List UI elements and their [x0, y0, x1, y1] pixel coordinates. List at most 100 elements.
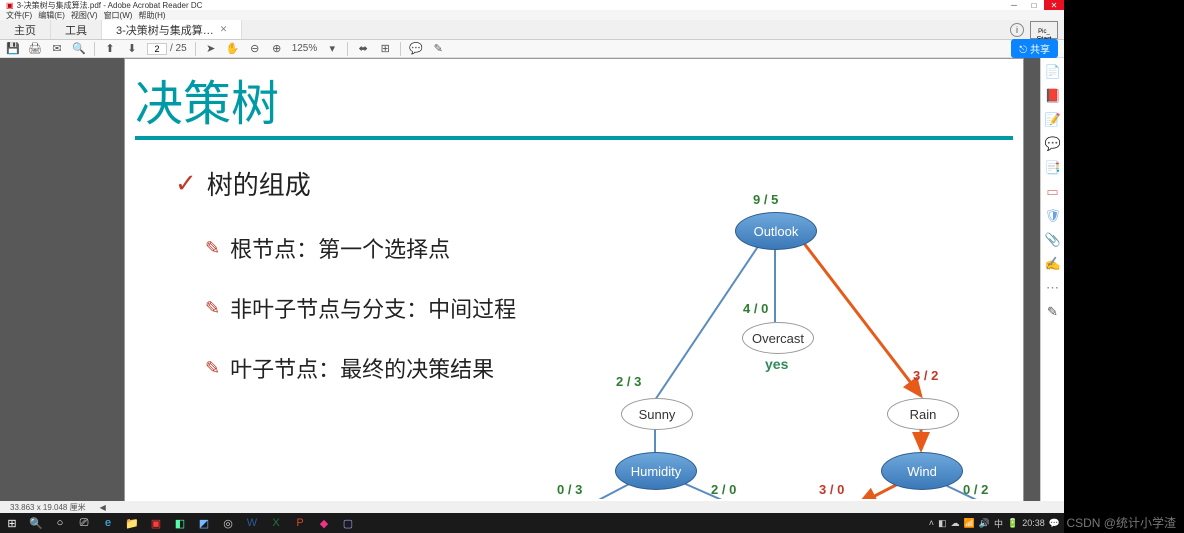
print-icon[interactable]: 🖨 [28, 42, 42, 56]
explorer-icon[interactable]: 📁 [120, 513, 144, 533]
organize-icon[interactable]: 📑 [1045, 160, 1061, 176]
status-bar: 33.863 x 19.048 厘米 ◀ [0, 501, 1064, 513]
menu-view[interactable]: 视图(V) [71, 10, 98, 21]
maximize-button[interactable]: □ [1024, 0, 1044, 10]
fit-width-icon[interactable]: ⬌ [356, 42, 370, 56]
watermark: CSDN @统计小学渣 [1066, 514, 1176, 531]
pencil-icon: ✎ [205, 238, 220, 259]
info-icon[interactable]: i [1010, 23, 1024, 37]
taskview-icon[interactable]: ⎚ [72, 513, 96, 533]
menu-edit[interactable]: 编辑(E) [38, 10, 65, 21]
app4-icon[interactable]: ▢ [336, 513, 360, 533]
pdf-icon[interactable]: 📕 [1045, 88, 1061, 104]
tab-home-label: 主页 [14, 22, 36, 38]
section-heading: 树的组成 [207, 165, 311, 202]
ratio-weak: 3 / 0 [819, 482, 844, 497]
toolbar: 💾 🖨 ✉ 🔍 ⬆ ⬇ / 25 ➤ ✋ ⊖ ⊕ 125% ▾ ⬌ ⊞ 💬 ✎ … [0, 40, 1064, 58]
tray-clock[interactable]: 20:38 [1022, 518, 1045, 528]
redact-icon[interactable]: ▭ [1045, 184, 1061, 200]
page-input[interactable] [147, 43, 167, 55]
customize-icon[interactable]: ✎ [1045, 304, 1061, 320]
app3-icon[interactable]: ◆ [312, 513, 336, 533]
menu-window[interactable]: 窗口(W) [104, 10, 133, 21]
tab-document[interactable]: 3-决策树与集成算… ✕ [102, 20, 242, 39]
ratio-overcast: 4 / 0 [743, 301, 768, 316]
ratio-sunny: 2 / 3 [616, 374, 641, 389]
fit-page-icon[interactable]: ⊞ [378, 42, 392, 56]
note-icon[interactable]: 💬 [1045, 136, 1061, 152]
protect-icon[interactable]: 🛡 [1045, 208, 1061, 224]
ratio-high: 0 / 3 [557, 482, 582, 497]
close-tab-icon[interactable]: ✕ [220, 24, 228, 35]
menu-help[interactable]: 帮助(H) [138, 10, 165, 21]
start-menu-icon[interactable]: ⊞ [0, 513, 24, 533]
share-label: 共享 [1030, 45, 1050, 56]
search-icon[interactable]: 🔍 [72, 42, 86, 56]
tray-up-icon[interactable]: ˄ [929, 518, 934, 528]
bullet-1: 根节点：第一个选择点 [230, 232, 450, 264]
tray-battery-icon[interactable]: 🔋 [1007, 518, 1018, 529]
word-icon[interactable]: W [240, 513, 264, 533]
yes-label: yes [765, 356, 788, 372]
page-title: 决策树 [125, 59, 1023, 134]
mail-icon[interactable]: ✉ [50, 42, 64, 56]
reader-icon[interactable]: ▣ [144, 513, 168, 533]
share-button[interactable]: ⎋ 共享 [1011, 39, 1058, 58]
search-task-icon[interactable]: 🔍 [24, 513, 48, 533]
pencil-icon: ✎ [205, 358, 220, 379]
tab-home[interactable]: 主页 [0, 20, 51, 39]
ppt-icon[interactable]: P [288, 513, 312, 533]
edge-icon[interactable]: e [96, 513, 120, 533]
node-rain: Rain [887, 398, 959, 430]
app2-icon[interactable]: ◩ [192, 513, 216, 533]
taskbar: ⊞ 🔍 ○ ⎚ e 📁 ▣ ◧ ◩ ◎ W X P ◆ ▢ ˄ ◧ ☁ 📶 🔊 … [0, 513, 1064, 533]
chrome-icon[interactable]: ◎ [216, 513, 240, 533]
edit-icon[interactable]: 📝 [1045, 112, 1061, 128]
right-tool-panel: 📄 📕 📝 💬 📑 ▭ 🛡 📎 ✍ ⋯ ✎ [1040, 58, 1064, 513]
tray-app2[interactable]: ☁ [951, 518, 960, 529]
tray-app1[interactable]: ◧ [938, 518, 947, 529]
pdf-indicator: ▣ [6, 1, 14, 10]
tray-notif-icon[interactable]: 💬 [1049, 518, 1060, 529]
tab-tools[interactable]: 工具 [51, 20, 102, 39]
start-button[interactable]: Pic_Start [1030, 21, 1058, 39]
zoom-level[interactable]: 125% [292, 43, 318, 54]
fill-sign-icon[interactable]: ✍ [1045, 256, 1061, 272]
zoom-out-icon[interactable]: ⊖ [248, 42, 262, 56]
bullet-2: 非叶子节点与分支：中间过程 [230, 292, 516, 324]
pointer-icon[interactable]: ➤ [204, 42, 218, 56]
highlight-icon[interactable]: ✎ [431, 42, 445, 56]
node-sunny: Sunny [621, 398, 693, 430]
compress-icon[interactable]: 📎 [1045, 232, 1061, 248]
comment-icon[interactable]: 💬 [409, 42, 423, 56]
minimize-button[interactable]: － [1004, 0, 1024, 10]
more-icon[interactable]: ⋯ [1045, 280, 1061, 296]
tray-volume-icon[interactable]: 🔊 [979, 518, 990, 529]
save-icon[interactable]: 💾 [6, 42, 20, 56]
menu-file[interactable]: 文件(F) [6, 10, 32, 21]
bullet-3: 叶子节点：最终的决策结果 [230, 352, 494, 384]
tray-ime[interactable]: 中 [994, 517, 1003, 530]
tab-tools-label: 工具 [65, 22, 87, 38]
page-up-icon[interactable]: ⬆ [103, 42, 117, 56]
hand-icon[interactable]: ✋ [226, 42, 240, 56]
excel-icon[interactable]: X [264, 513, 288, 533]
cortana-icon[interactable]: ○ [48, 513, 72, 533]
app1-icon[interactable]: ◧ [168, 513, 192, 533]
tab-bar: 主页 工具 3-决策树与集成算… ✕ i Pic_Start [0, 20, 1064, 40]
tab-doc-label: 3-决策树与集成算… [116, 22, 214, 38]
tree-diagram: 9 / 5 Outlook 4 / 0 Overcast yes 2 / 3 S… [543, 204, 1018, 499]
chevron-down-icon[interactable]: ▾ [325, 42, 339, 56]
scroll-left-icon[interactable]: ◀ [100, 503, 106, 512]
zoom-in-icon[interactable]: ⊕ [270, 42, 284, 56]
tray-wifi-icon[interactable]: 📶 [964, 518, 975, 529]
page-size: 33.863 x 19.048 厘米 [10, 502, 86, 513]
ratio-strong: 0 / 2 [963, 482, 988, 497]
page-down-icon[interactable]: ⬇ [125, 42, 139, 56]
export-icon[interactable]: 📄 [1045, 64, 1061, 80]
ratio-root: 9 / 5 [753, 192, 778, 207]
ratio-normal: 2 / 0 [711, 482, 736, 497]
close-button[interactable]: ✕ [1044, 0, 1064, 10]
node-overcast: Overcast [742, 322, 814, 354]
node-humidity: Humidity [615, 452, 697, 490]
